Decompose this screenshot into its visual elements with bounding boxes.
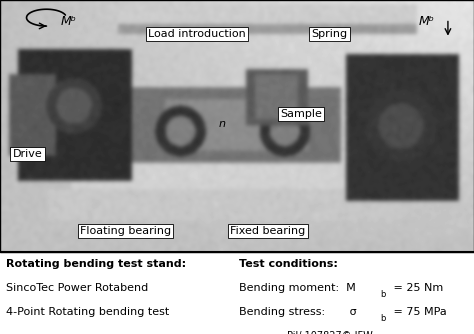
Text: n: n [219, 119, 225, 129]
Text: Rotating bending test stand:: Rotating bending test stand: [6, 259, 186, 269]
Text: Test conditions:: Test conditions: [239, 259, 338, 269]
Text: Floating bearing: Floating bearing [80, 226, 171, 236]
Bar [0, 0, 474, 252]
Text: Mᵇ: Mᵇ [419, 15, 435, 28]
Text: 4-Point Rotating bending test: 4-Point Rotating bending test [6, 307, 169, 317]
Text: Bending stress:       σ: Bending stress: σ [239, 307, 357, 317]
Text: Pil/ 107827© IFW: Pil/ 107827© IFW [287, 331, 373, 334]
Text: b: b [381, 290, 386, 299]
Text: = 75 MPa: = 75 MPa [390, 307, 447, 317]
Text: b: b [381, 314, 386, 323]
Text: Drive: Drive [13, 149, 42, 159]
Text: Mᵇ: Mᵇ [61, 15, 77, 28]
Text: Fixed bearing: Fixed bearing [230, 226, 305, 236]
Text: Bending moment:  M: Bending moment: M [239, 283, 356, 293]
Text: = 25 Nm: = 25 Nm [390, 283, 443, 293]
Text: Load introduction: Load introduction [148, 29, 246, 39]
Text: Sample: Sample [280, 109, 322, 119]
Text: SincoTec Power Rotabend: SincoTec Power Rotabend [6, 283, 148, 293]
Text: Spring: Spring [311, 29, 347, 39]
